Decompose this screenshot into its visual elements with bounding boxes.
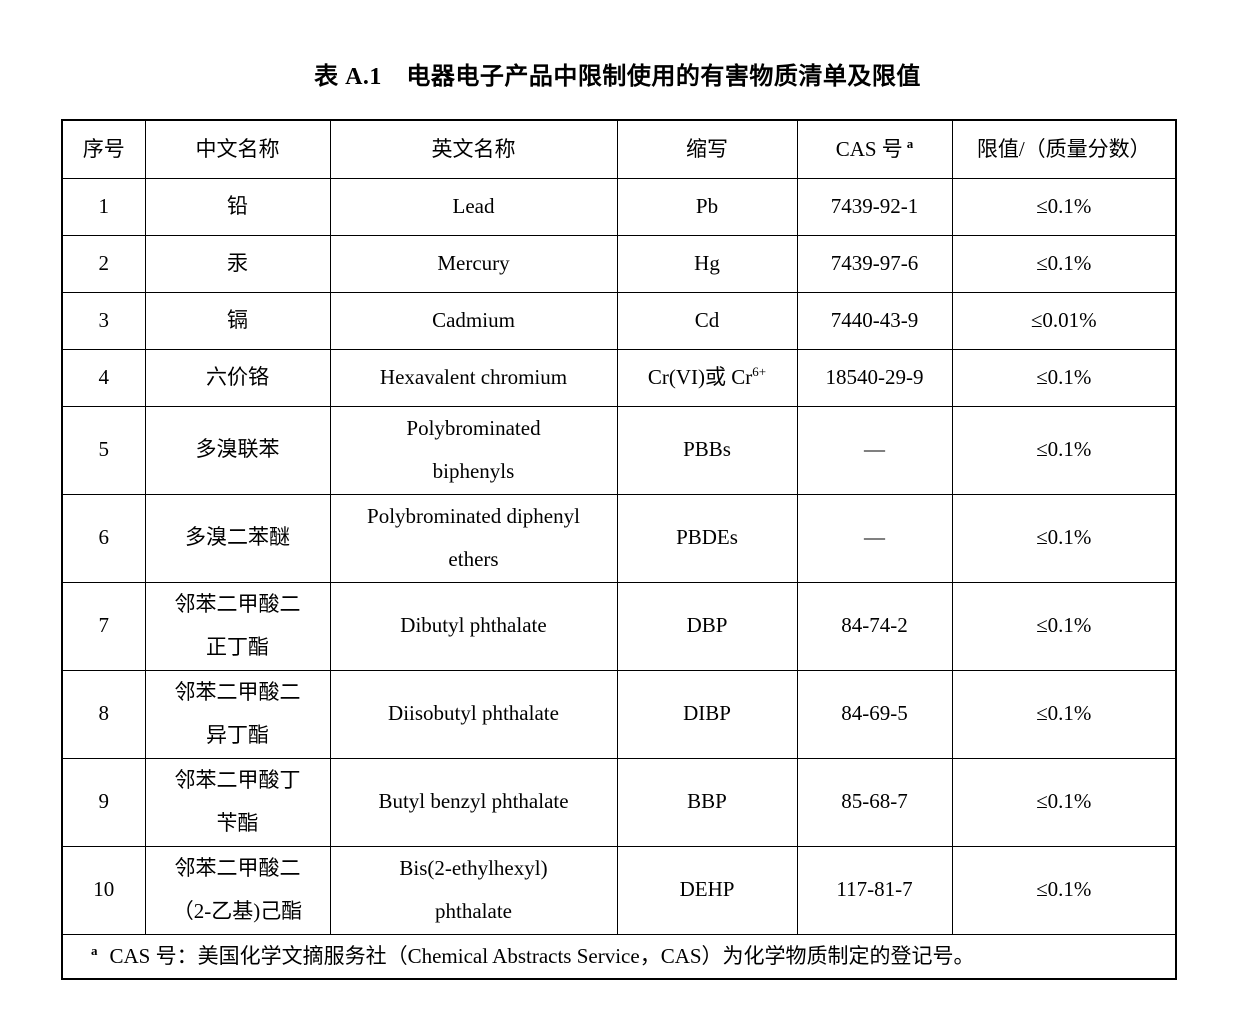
table-row: 5 多溴联苯 Polybrominated biphenyls PBBs — ≤… bbox=[61, 405, 1177, 495]
cell-chinese-name: 多溴二苯醚 bbox=[144, 493, 331, 583]
cell-abbreviation: DEHP bbox=[616, 845, 798, 935]
cell-chinese-name: 汞 bbox=[144, 234, 331, 293]
cell-english-name: Polybrominated biphenyls bbox=[329, 405, 618, 495]
cell-no: 9 bbox=[61, 757, 146, 847]
cell-limit: ≤0.1% bbox=[951, 405, 1177, 495]
cell-no: 8 bbox=[61, 669, 146, 759]
abbreviation-text: Cr(VI)或 Cr bbox=[647, 364, 753, 389]
cell-no: 3 bbox=[61, 291, 146, 350]
cell-english-name: Bis(2-ethylhexyl) phthalate bbox=[329, 845, 618, 935]
cell-cas-number: 85-68-7 bbox=[796, 757, 953, 847]
abbreviation-superscript: 6+ bbox=[752, 363, 767, 379]
cell-cas-number: 84-74-2 bbox=[796, 581, 953, 671]
cell-english-name: Dibutyl phthalate bbox=[329, 581, 618, 671]
table-row: 1 铅 Lead Pb 7439-92-1 ≤0.1% bbox=[61, 177, 1177, 236]
cell-english-name: Lead bbox=[329, 177, 618, 236]
cell-cas-number: — bbox=[796, 493, 953, 583]
header-chinese-name: 中文名称 bbox=[144, 119, 331, 179]
table-row: 3 镉 Cadmium Cd 7440-43-9 ≤0.01% bbox=[61, 291, 1177, 350]
cell-english-name: Butyl benzyl phthalate bbox=[329, 757, 618, 847]
cell-english-name: Polybrominated diphenyl ethers bbox=[329, 493, 618, 583]
cell-abbreviation: BBP bbox=[616, 757, 798, 847]
cell-limit: ≤0.1% bbox=[951, 348, 1177, 407]
cell-cas-number: 7439-97-6 bbox=[796, 234, 953, 293]
cell-cas-number: 117-81-7 bbox=[796, 845, 953, 935]
cell-no: 7 bbox=[61, 581, 146, 671]
header-limit: 限值/（质量分数） bbox=[951, 119, 1177, 179]
table-row: 2 汞 Mercury Hg 7439-97-6 ≤0.1% bbox=[61, 234, 1177, 293]
cell-limit: ≤0.1% bbox=[951, 581, 1177, 671]
cell-chinese-name: 邻苯二甲酸丁 苄酯 bbox=[144, 757, 331, 847]
cell-limit: ≤0.1% bbox=[951, 234, 1177, 293]
cell-abbreviation: DIBP bbox=[616, 669, 798, 759]
cell-english-name: Hexavalent chromium bbox=[329, 348, 618, 407]
cell-abbreviation: PBDEs bbox=[616, 493, 798, 583]
header-cas-label: CAS 号 bbox=[835, 136, 903, 161]
cell-chinese-name: 邻苯二甲酸二 正丁酯 bbox=[144, 581, 331, 671]
cell-cas-number: 7440-43-9 bbox=[796, 291, 953, 350]
footnote-row: a CAS 号：美国化学文摘服务社（Chemical Abstracts Serv… bbox=[61, 933, 1177, 980]
cell-no: 10 bbox=[61, 845, 146, 935]
cell-limit: ≤0.1% bbox=[951, 493, 1177, 583]
cell-cas-number: 84-69-5 bbox=[796, 669, 953, 759]
cell-chinese-name: 铅 bbox=[144, 177, 331, 236]
cell-abbreviation: DBP bbox=[616, 581, 798, 671]
cell-limit: ≤0.1% bbox=[951, 757, 1177, 847]
cell-no: 2 bbox=[61, 234, 146, 293]
cell-cas-number: 7439-92-1 bbox=[796, 177, 953, 236]
table-row: 9 邻苯二甲酸丁 苄酯 Butyl benzyl phthalate BBP 8… bbox=[61, 757, 1177, 847]
cell-no: 6 bbox=[61, 493, 146, 583]
cell-limit: ≤0.1% bbox=[951, 177, 1177, 236]
cell-chinese-name: 邻苯二甲酸二 （2-乙基)己酯 bbox=[144, 845, 331, 935]
cell-limit: ≤0.1% bbox=[951, 845, 1177, 935]
cell-english-name: Mercury bbox=[329, 234, 618, 293]
cell-english-name: Diisobutyl phthalate bbox=[329, 669, 618, 759]
header-no: 序号 bbox=[61, 119, 146, 179]
footnote-text: CAS 号：美国化学文摘服务社（Chemical Abstracts Servi… bbox=[109, 943, 975, 968]
cell-chinese-name: 多溴联苯 bbox=[144, 405, 331, 495]
table-row: 6 多溴二苯醚 Polybrominated diphenyl ethers P… bbox=[61, 493, 1177, 583]
table-row: 10 邻苯二甲酸二 （2-乙基)己酯 Bis(2-ethylhexyl) pht… bbox=[61, 845, 1177, 935]
cell-abbreviation: Pb bbox=[616, 177, 798, 236]
table-row: 7 邻苯二甲酸二 正丁酯 Dibutyl phthalate DBP 84-74… bbox=[61, 581, 1177, 671]
cell-chinese-name: 镉 bbox=[144, 291, 331, 350]
footnote-cell: a CAS 号：美国化学文摘服务社（Chemical Abstracts Serv… bbox=[61, 933, 1177, 980]
cell-no: 1 bbox=[61, 177, 146, 236]
cell-abbreviation: Hg bbox=[616, 234, 798, 293]
cell-cas-number: — bbox=[796, 405, 953, 495]
cell-chinese-name: 邻苯二甲酸二 异丁酯 bbox=[144, 669, 331, 759]
table-row: 8 邻苯二甲酸二 异丁酯 Diisobutyl phthalate DIBP 8… bbox=[61, 669, 1177, 759]
cell-english-name: Cadmium bbox=[329, 291, 618, 350]
cell-limit: ≤0.1% bbox=[951, 669, 1177, 759]
cell-limit: ≤0.01% bbox=[951, 291, 1177, 350]
cell-no: 5 bbox=[61, 405, 146, 495]
cell-cas-number: 18540-29-9 bbox=[796, 348, 953, 407]
header-cas-footnote-marker: a bbox=[906, 135, 914, 151]
cell-abbreviation: Cr(VI)或 Cr6+ bbox=[616, 348, 798, 407]
footnote-marker: a bbox=[91, 942, 98, 958]
cell-abbreviation: Cd bbox=[616, 291, 798, 350]
table-row: 4 六价铬 Hexavalent chromium Cr(VI)或 Cr6+ 1… bbox=[61, 348, 1177, 407]
cell-chinese-name: 六价铬 bbox=[144, 348, 331, 407]
cell-abbreviation: PBBs bbox=[616, 405, 798, 495]
header-abbreviation: 缩写 bbox=[616, 119, 798, 179]
table-title: 表 A.1 电器电子产品中限制使用的有害物质清单及限值 bbox=[314, 64, 921, 90]
header-english-name: 英文名称 bbox=[329, 119, 618, 179]
cell-no: 4 bbox=[61, 348, 146, 407]
